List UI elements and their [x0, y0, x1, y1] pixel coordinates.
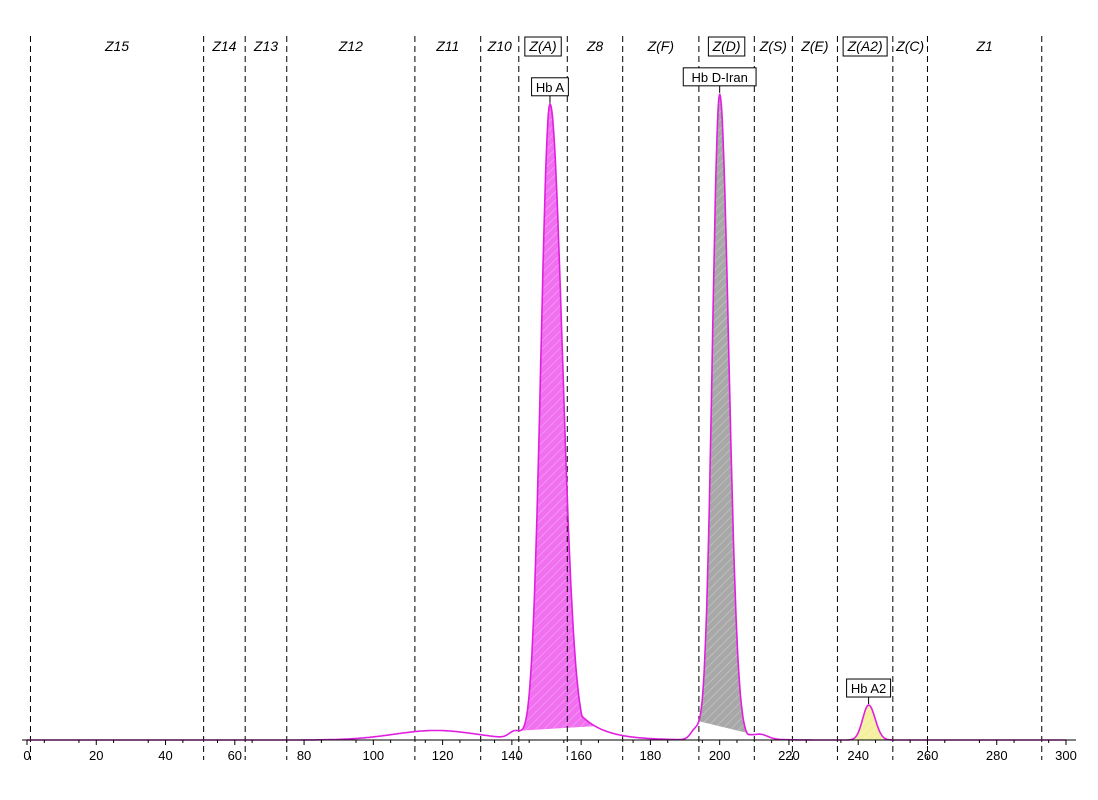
zone-label-3: Z13	[253, 38, 278, 54]
zone-label-14: Z(C)	[895, 38, 924, 54]
zone-label-2: Z14	[211, 38, 236, 54]
peak-labels: Hb A Hb D-Iran Hb A2	[531, 67, 892, 705]
x-tick-label: 160	[570, 748, 592, 763]
zone-label-9: Z(F)	[647, 38, 674, 54]
peak-hatch-3	[847, 705, 890, 740]
peak-hatch-1	[518, 103, 595, 731]
x-tick-label: 220	[778, 748, 800, 763]
x-tick-label: 240	[847, 748, 869, 763]
peak-label-2: Hb D-Iran	[691, 70, 747, 85]
x-tick-label: 200	[709, 748, 731, 763]
x-tick-label: 0	[23, 748, 30, 763]
zone-labels: Z15 Z14 Z13 Z12 Z11 Z10 Z(A) Z8 Z(F) Z(D) Z(S) Z(E)…	[104, 36, 993, 57]
zone-label-8: Z8	[586, 38, 604, 54]
x-tick-label: 60	[228, 748, 242, 763]
x-tick-label: 140	[501, 748, 523, 763]
zone-label-box-10	[707, 36, 746, 57]
x-axis-ticks: 0 20 40 60 80 100 120 140 160 180 200 220 240 260 280 3…	[23, 740, 1077, 763]
x-tick-label: 260	[917, 748, 939, 763]
x-tick-label: 120	[432, 748, 454, 763]
peak-label-1: Hb A	[536, 80, 565, 95]
x-tick-label: 80	[297, 748, 311, 763]
x-tick-label: 280	[986, 748, 1008, 763]
zone-label-5: Z11	[435, 38, 459, 54]
x-tick-label: 180	[640, 748, 662, 763]
zone-label-13: Z(A2)	[847, 38, 883, 54]
zone-label-box-13	[842, 36, 888, 57]
zone-label-box-7	[524, 36, 562, 57]
peak-hatch-2	[698, 93, 755, 735]
zone-label-6: Z10	[487, 38, 512, 54]
zone-label-1: Z15	[104, 38, 129, 54]
zone-label-11: Z(S)	[759, 38, 787, 54]
x-tick-label: 100	[362, 748, 384, 763]
zone-dividers	[29, 36, 1043, 760]
zone-label-10: Z(D)	[712, 38, 741, 54]
x-tick-label: 20	[89, 748, 103, 763]
x-tick-label: 300	[1055, 748, 1077, 763]
zone-label-12: Z(E)	[800, 38, 828, 54]
zone-label-15: Z1	[975, 38, 992, 54]
peak-label-3: Hb A2	[851, 681, 886, 696]
x-tick-label: 40	[158, 748, 172, 763]
zone-label-7: Z(A)	[528, 38, 556, 54]
zone-label-4: Z12	[338, 38, 363, 54]
